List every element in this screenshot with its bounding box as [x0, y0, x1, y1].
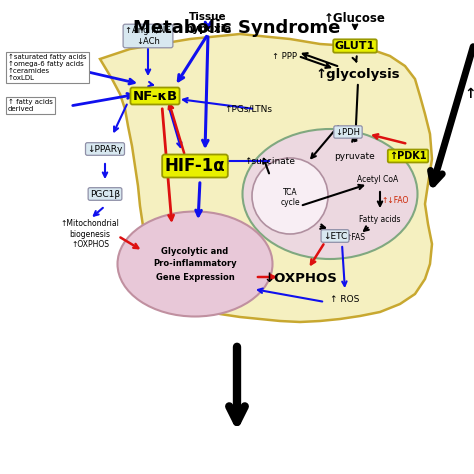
Text: ↑glycolysis: ↑glycolysis	[316, 67, 401, 81]
Text: ↑ fatty acids
derived: ↑ fatty acids derived	[8, 99, 53, 112]
Ellipse shape	[118, 211, 273, 317]
Text: Tissue
hypoxia: Tissue hypoxia	[185, 12, 231, 34]
Text: ↑Ang II/NE
↓ACh: ↑Ang II/NE ↓ACh	[125, 26, 171, 46]
Text: ↑Mitochondrial
biogenesis
↑OXPHOS: ↑Mitochondrial biogenesis ↑OXPHOS	[61, 219, 119, 249]
Text: NF-κB: NF-κB	[132, 90, 178, 102]
Text: Acetyl CoA: Acetyl CoA	[357, 174, 399, 183]
Ellipse shape	[243, 129, 418, 259]
Text: ↑ PPP: ↑ PPP	[273, 52, 298, 61]
Text: ↓ETC: ↓ETC	[323, 231, 347, 240]
Text: ↑↓FAO: ↑↓FAO	[381, 195, 409, 204]
Text: cycle: cycle	[280, 198, 300, 207]
Text: ↑saturated fatty acids
↑omega-6 fatty acids
↑ceramides
↑oxLDL: ↑saturated fatty acids ↑omega-6 fatty ac…	[8, 54, 86, 81]
Circle shape	[252, 158, 328, 234]
Text: ↓OXPHOS: ↓OXPHOS	[263, 273, 337, 285]
Text: Pro-inflammatory: Pro-inflammatory	[153, 259, 237, 268]
Text: HIF-1α: HIF-1α	[164, 157, 225, 175]
Text: ↑succinate: ↑succinate	[245, 156, 295, 165]
Text: pyruvate: pyruvate	[335, 152, 375, 161]
Text: Metabolic Syndrome: Metabolic Syndrome	[133, 19, 341, 37]
Text: PGC1β: PGC1β	[90, 190, 120, 199]
Text: ↓PDH: ↓PDH	[336, 128, 361, 137]
Text: ↑: ↑	[464, 87, 474, 101]
Text: ↑PDK1: ↑PDK1	[389, 151, 427, 161]
Text: TCA: TCA	[283, 188, 297, 197]
Text: Fatty acids: Fatty acids	[359, 215, 401, 224]
Text: GLUT1: GLUT1	[335, 41, 375, 51]
Text: ↑Glucose: ↑Glucose	[324, 12, 386, 25]
Text: ↓PPARγ: ↓PPARγ	[87, 145, 123, 154]
Text: ↑PGs/LTNs: ↑PGs/LTNs	[224, 104, 272, 113]
Text: Glycolytic and: Glycolytic and	[161, 246, 228, 255]
Text: ↑FAS: ↑FAS	[345, 233, 365, 241]
Text: Gene Expression: Gene Expression	[155, 273, 234, 282]
Polygon shape	[100, 34, 432, 322]
Text: ↑ ROS: ↑ ROS	[330, 294, 360, 303]
